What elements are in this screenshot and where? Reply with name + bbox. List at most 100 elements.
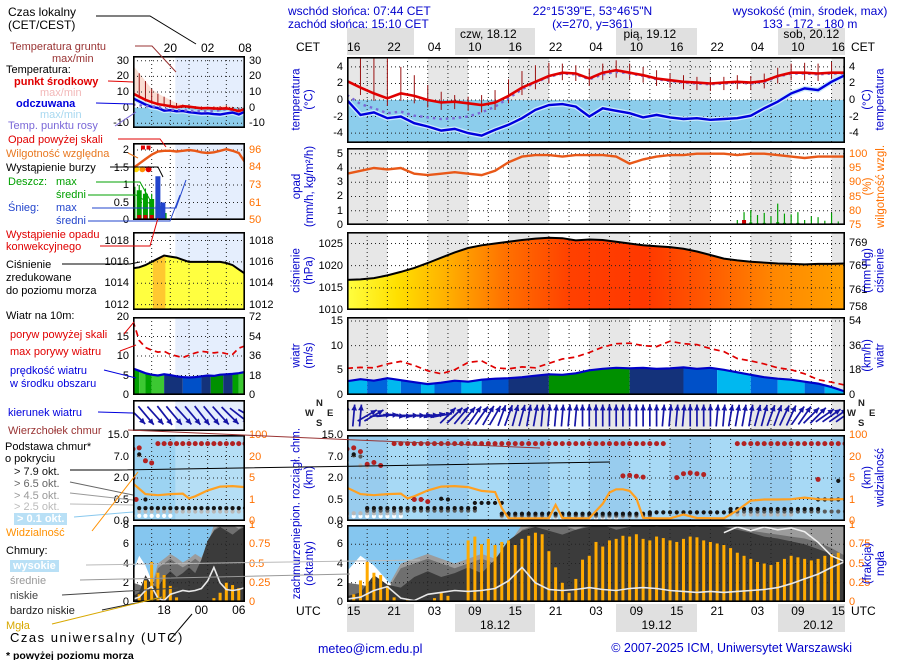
tick-label-right: 75 bbox=[849, 219, 862, 231]
mini-bottom-tick: 18 bbox=[157, 603, 171, 617]
header-shade-band bbox=[777, 28, 845, 55]
panel-precipitation-mini bbox=[133, 143, 245, 220]
compass-left-s: S bbox=[316, 418, 323, 429]
sidebar-label-srednie: średnie bbox=[10, 575, 47, 587]
day-label: pią, 19.12 bbox=[623, 27, 677, 41]
bottom-tick-label: 21 bbox=[548, 604, 563, 618]
day-label: sob, 20.12 bbox=[783, 27, 840, 41]
tick-label-right: 72 bbox=[249, 311, 262, 323]
footnote: * powyżej poziomu morza bbox=[6, 650, 134, 660]
panel-cloud-extent-mini bbox=[133, 435, 245, 521]
sidebar-label-okt45: > 4.5 okt. bbox=[14, 490, 60, 502]
bottom-tick-label: 03 bbox=[589, 604, 603, 618]
tick-label-right: 20 bbox=[849, 450, 862, 463]
tick-label-left: 2 bbox=[122, 576, 129, 589]
tick-label-right: 0.5 bbox=[849, 557, 865, 570]
tick-label-left: 0.5 bbox=[113, 493, 129, 506]
tick-label-right: 18 bbox=[849, 364, 862, 377]
tick-label-left: 0 bbox=[336, 94, 343, 106]
tick-label-left: 20 bbox=[116, 70, 129, 83]
tick-label-left: 5 bbox=[336, 364, 343, 377]
utc-label-right: UTC bbox=[851, 604, 876, 618]
tick-label-left: 6 bbox=[336, 538, 343, 551]
tick-label-right: 0.75 bbox=[249, 538, 271, 551]
sidebar-label-wyst_opadu: Wystąpienie opadu bbox=[6, 229, 100, 241]
mini-top-tick: 02 bbox=[200, 41, 215, 55]
tick-label-right: 100 bbox=[849, 429, 868, 441]
tick-label-left: 0 bbox=[336, 596, 343, 608]
compass-left-w: W bbox=[305, 408, 314, 419]
tick-label-left: 0 bbox=[122, 101, 129, 114]
sidebar-label-wilgotnosc: Wilgotność względna bbox=[6, 148, 110, 160]
tick-label-left: 10 bbox=[116, 86, 129, 98]
sidebar-label-rosy: Temp. punktu rosy bbox=[8, 120, 98, 132]
tick-label-left: 1010 bbox=[318, 304, 343, 316]
tick-label-right: 18 bbox=[249, 369, 262, 382]
footer-shade-band bbox=[616, 604, 697, 632]
panel-pressure bbox=[347, 232, 845, 310]
tick-label-right: 0 bbox=[249, 101, 256, 114]
tick-label-right: 1 bbox=[249, 519, 256, 531]
sidebar-label-cisnienie2: zredukowane bbox=[6, 272, 72, 284]
sidebar-label-podstawa: Podstawa chmur* bbox=[5, 441, 92, 453]
top-tick-label: 22 bbox=[548, 40, 563, 54]
tick-label-right: 96 bbox=[249, 144, 262, 156]
tick-label-left: 1 bbox=[336, 204, 343, 217]
tick-label-left: 15 bbox=[330, 314, 343, 327]
top-tick-label: 10 bbox=[629, 40, 644, 54]
tick-label-left: 6 bbox=[122, 538, 129, 551]
bottom-tick-label: 15 bbox=[508, 604, 522, 618]
tick-label-right: 10 bbox=[249, 86, 262, 98]
tick-label-left: 0 bbox=[122, 596, 129, 608]
sidebar-label-chmury: Chmury: bbox=[6, 545, 48, 557]
sidebar-label-konwek: konwekcyjnego bbox=[6, 241, 82, 253]
tick-label-left: 2 bbox=[122, 144, 129, 156]
tick-label-right: 20 bbox=[249, 450, 262, 463]
tick-label-right: 769 bbox=[849, 236, 868, 249]
email-link[interactable]: meteo@icm.edu.pl bbox=[318, 642, 423, 656]
footer-shade-band bbox=[454, 604, 536, 632]
tick-label-left: 20 bbox=[116, 311, 129, 323]
tick-label-left: 1016 bbox=[104, 255, 129, 268]
top-tick-label: 22 bbox=[387, 40, 401, 54]
tick-label-left: 0 bbox=[336, 219, 343, 231]
tick-label-right: 1016 bbox=[249, 255, 274, 268]
tick-label-left: 1025 bbox=[318, 237, 343, 250]
tick-label-right: 90 bbox=[849, 176, 862, 189]
panel-wind-direction-mini bbox=[133, 400, 245, 431]
tick-label-right: 30 bbox=[249, 54, 262, 67]
tick-label-right: 100 bbox=[249, 429, 268, 441]
date-label: 20.12 bbox=[803, 618, 834, 632]
tick-label-right: 4 bbox=[849, 60, 856, 73]
panel-cloud-cover-mini bbox=[133, 525, 245, 602]
sidebar-label-poryw_skali: poryw powyżej skali bbox=[10, 329, 108, 341]
top-tick-label: 04 bbox=[750, 40, 765, 54]
sidebar-label-snieg_sredni: średni bbox=[56, 215, 86, 227]
tick-label-right: 95 bbox=[849, 161, 862, 174]
top-tick-label: 16 bbox=[347, 40, 361, 54]
axis-title-right-wiatr: (km/h) wiatr bbox=[861, 339, 887, 372]
sidebar-label-okt65: > 6.5 okt. bbox=[14, 478, 60, 490]
tick-label-right: 0 bbox=[249, 596, 256, 608]
tick-label-left: 0.0 bbox=[327, 515, 343, 527]
top-tick-label: 04 bbox=[427, 40, 442, 54]
tick-label-left: 2 bbox=[336, 576, 343, 589]
axis-title-left-wiatr: wiatr (m/s) bbox=[290, 342, 316, 369]
local-time-label: Czas lokalny bbox=[8, 5, 77, 19]
sidebar-label-widzialnosc: Widzialność bbox=[6, 527, 65, 539]
tick-label-left: 2.0 bbox=[113, 472, 129, 484]
tick-label-left: 4 bbox=[336, 60, 343, 73]
sidebar-label-max_porywy: max porywy wiatru bbox=[10, 346, 102, 358]
tick-label-right: 54 bbox=[249, 330, 262, 343]
tick-label-left: 0.5 bbox=[327, 493, 343, 506]
utc-label-left: UTC bbox=[296, 604, 321, 618]
tick-label-right: 0 bbox=[249, 515, 256, 527]
top-tick-label: 10 bbox=[791, 40, 805, 54]
tick-label-left: 7.0 bbox=[113, 450, 129, 463]
bottom-tick-label: 03 bbox=[427, 604, 442, 618]
tick-label-left: 30 bbox=[116, 54, 129, 67]
tick-label-right: 36 bbox=[249, 350, 262, 362]
mini-top-tick: 08 bbox=[238, 41, 252, 55]
tick-label-right: 1 bbox=[249, 493, 256, 506]
sidebar-label-odczuwana: odczuwana bbox=[16, 98, 76, 110]
